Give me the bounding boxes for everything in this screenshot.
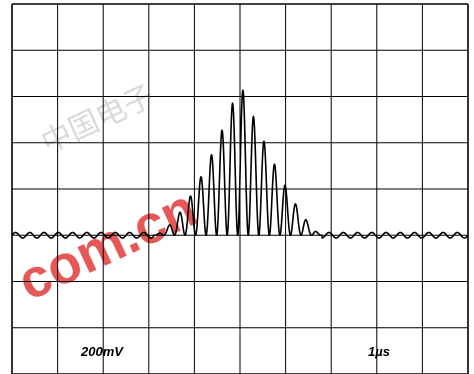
time-scale-label: 1µs [368,344,390,359]
signal-trace [11,89,469,239]
voltage-scale-label: 200mV [80,344,124,359]
